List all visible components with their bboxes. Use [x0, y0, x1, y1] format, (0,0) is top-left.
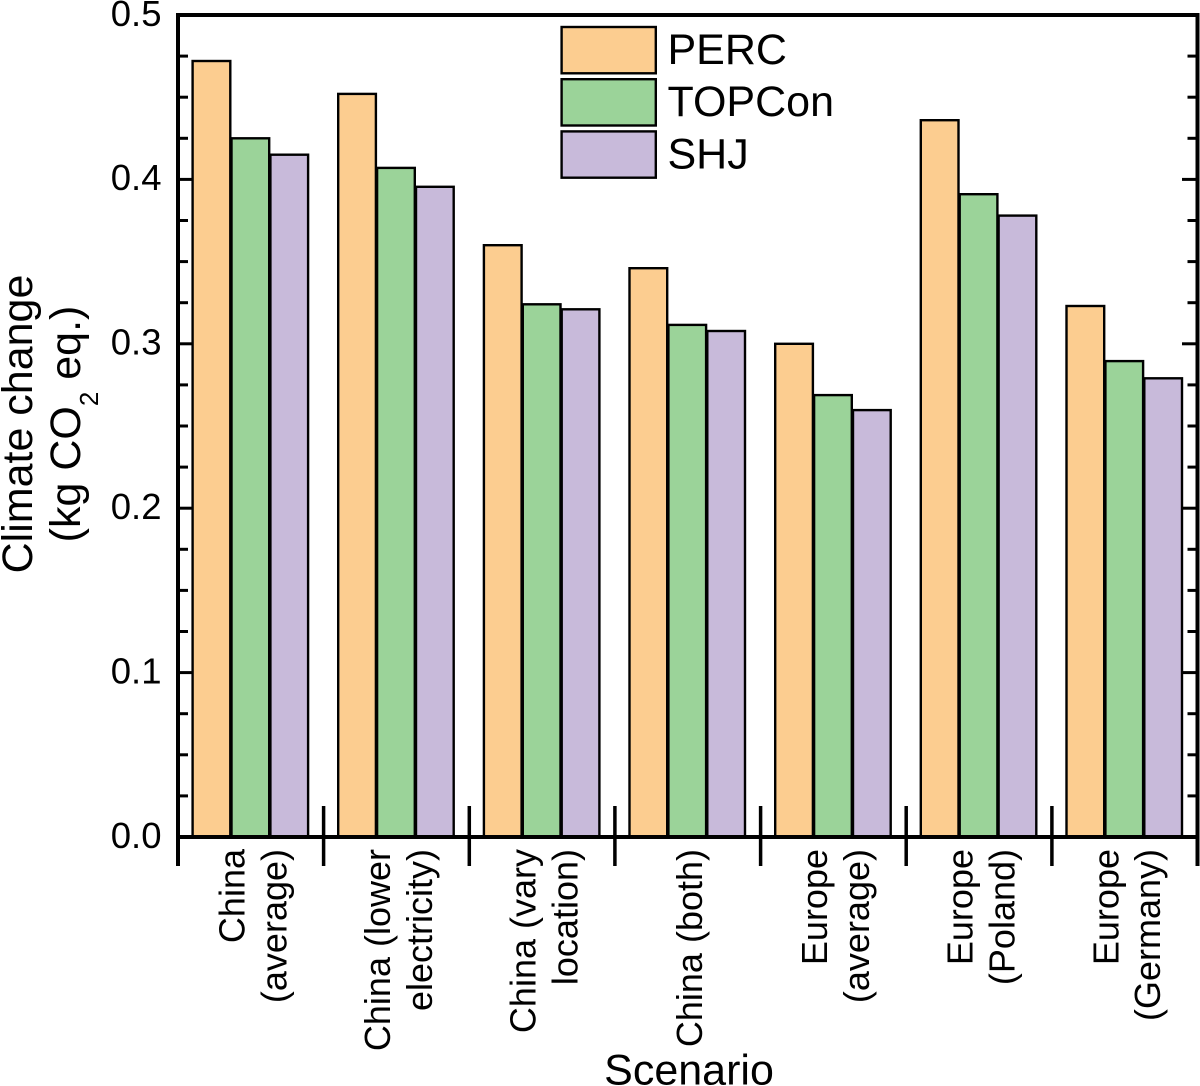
svg-text:(average): (average)	[836, 849, 877, 1003]
svg-text:location): location)	[545, 849, 586, 985]
svg-text:0.2: 0.2	[111, 486, 162, 527]
svg-text:(Poland): (Poland)	[982, 849, 1023, 985]
svg-text:0.4: 0.4	[111, 157, 162, 198]
svg-text:(Germany): (Germany)	[1127, 849, 1168, 1021]
svg-text:(kg CO2 eq.): (kg CO2 eq.)	[42, 306, 104, 543]
svg-text:Europe: Europe	[940, 849, 981, 965]
svg-text:TOPCon: TOPCon	[668, 78, 835, 126]
svg-text:China (lower: China (lower	[357, 849, 398, 1051]
svg-text:China: China	[211, 848, 252, 943]
svg-text:0.1: 0.1	[111, 650, 162, 691]
svg-text:China (vary: China (vary	[503, 849, 544, 1033]
svg-text:SHJ: SHJ	[668, 130, 749, 178]
svg-text:(average): (average)	[253, 849, 294, 1003]
svg-text:PERC: PERC	[668, 26, 787, 74]
svg-text:0.3: 0.3	[111, 322, 162, 363]
svg-text:Europe: Europe	[794, 849, 835, 965]
svg-text:Scenario: Scenario	[604, 1047, 774, 1086]
svg-text:0.0: 0.0	[111, 815, 162, 856]
svg-text:electricity): electricity)	[399, 849, 440, 1011]
svg-text:Europe: Europe	[1085, 849, 1126, 965]
svg-text:Climate change: Climate change	[0, 275, 42, 574]
svg-text:0.5: 0.5	[111, 0, 162, 34]
svg-text:China (both): China (both)	[669, 849, 710, 1047]
